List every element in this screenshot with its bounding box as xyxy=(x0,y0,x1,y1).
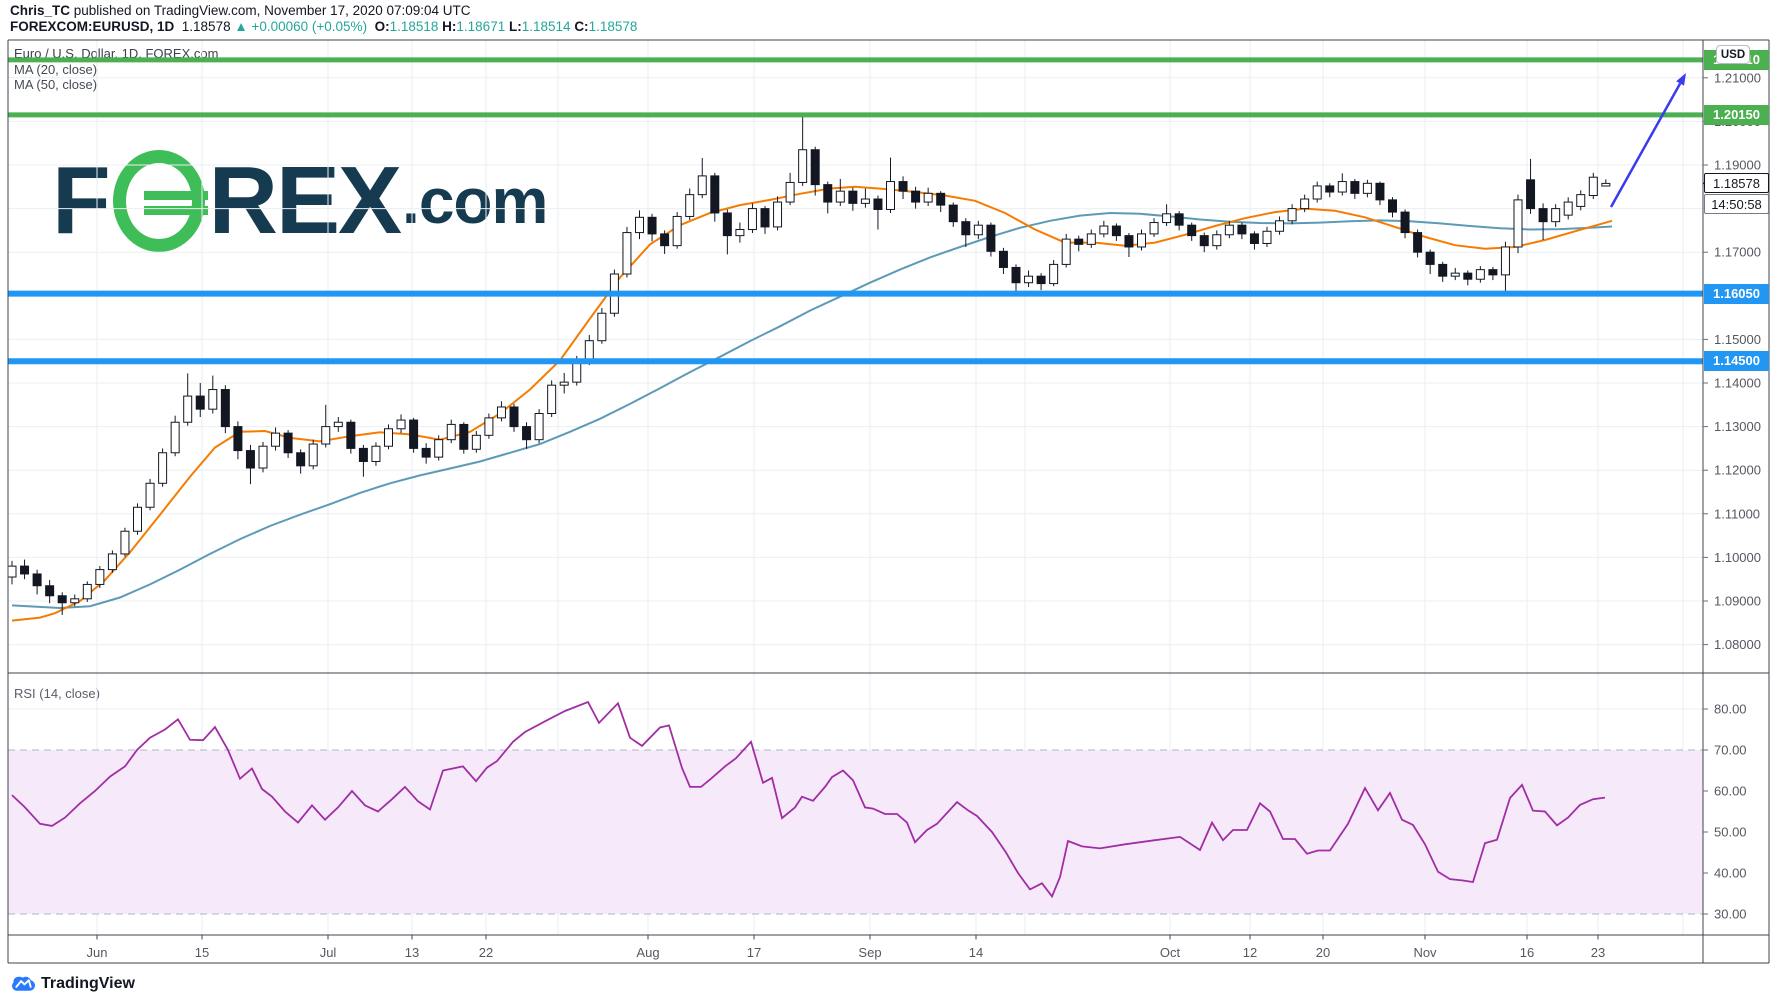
legend-symbol-title: Euro / U.S. Dollar, 1D, FOREX.com xyxy=(14,46,219,61)
svg-text:Jun: Jun xyxy=(87,945,108,960)
svg-text:1.08000: 1.08000 xyxy=(1714,637,1761,652)
svg-text:1.13000: 1.13000 xyxy=(1714,419,1761,434)
svg-text:Aug: Aug xyxy=(636,945,659,960)
header-last-price: 1.18578 xyxy=(181,19,231,34)
price-axis[interactable]: 1.210001.200001.190001.170001.150001.140… xyxy=(1703,70,1761,652)
svg-text:1.12000: 1.12000 xyxy=(1714,463,1761,478)
legend-ma20: MA (20, close) xyxy=(14,61,98,77)
tradingview-brand[interactable]: TradingView xyxy=(12,972,135,995)
publish-info: published on TradingView.com, November 1… xyxy=(70,3,471,18)
tradingview-brand-text: TradingView xyxy=(41,974,135,992)
svg-text:Sep: Sep xyxy=(858,945,881,960)
svg-text:23: 23 xyxy=(1591,945,1605,960)
svg-text:Jul: Jul xyxy=(320,945,337,960)
trend-arrow[interactable] xyxy=(1609,73,1686,208)
forex-com-watermark: F REX .com xyxy=(52,147,548,254)
low-value: 1.18514 xyxy=(521,19,571,34)
author-name: Chris_TC xyxy=(10,3,71,18)
close-value: 1.18578 xyxy=(588,19,638,34)
support-price-label-2: 1.14500 xyxy=(1704,351,1769,371)
rsi-band xyxy=(8,708,1703,915)
price-change: ▲ +0.00060 (+0.05%) xyxy=(234,19,368,34)
svg-text:15: 15 xyxy=(195,945,209,960)
svg-text:1.17000: 1.17000 xyxy=(1714,245,1761,260)
svg-text:1.19000: 1.19000 xyxy=(1714,158,1761,173)
pane-borders xyxy=(7,39,1770,964)
svg-text:1.10000: 1.10000 xyxy=(1714,550,1761,565)
svg-text:16: 16 xyxy=(1520,945,1534,960)
low-label: L: xyxy=(508,19,522,34)
symbol-ohlc-row: FOREXCOM:EURUSD, 1D 1.18578 ▲ +0.00060 (… xyxy=(10,19,637,35)
currency-unit-button[interactable]: USD xyxy=(1716,45,1750,64)
svg-text:1.14000: 1.14000 xyxy=(1714,376,1761,391)
tradingview-logo-icon xyxy=(12,976,35,991)
last-price-label: 1.18578 xyxy=(1704,173,1769,193)
svg-text:14: 14 xyxy=(969,945,983,960)
rsi-line xyxy=(11,700,1606,899)
svg-text:50.00: 50.00 xyxy=(1714,825,1747,840)
watermark-text-com: .com xyxy=(402,165,548,237)
time-axis[interactable]: Jun 15 Jul 13 22 Aug 17 Sep 14 Oct 12 20 Nov 16 23 xyxy=(87,935,1606,960)
legend-ma50: MA (50, close) xyxy=(14,77,98,92)
high-label: H: xyxy=(442,19,457,34)
svg-text:1.15000: 1.15000 xyxy=(1714,332,1761,347)
close-label: C: xyxy=(574,19,589,34)
svg-text:1.11000: 1.11000 xyxy=(1714,506,1760,521)
svg-text:Oct: Oct xyxy=(1160,945,1181,960)
watermark-text-f: F xyxy=(52,147,111,254)
svg-text:20: 20 xyxy=(1316,945,1330,960)
support-price-label-1: 1.16050 xyxy=(1704,284,1769,304)
rsi-legend: RSI (14, close) xyxy=(14,686,100,701)
svg-text:60.00: 60.00 xyxy=(1714,784,1747,799)
chart-legend: Euro / U.S. Dollar, 1D, FOREX.com MA (20… xyxy=(14,46,218,93)
svg-text:1.21000: 1.21000 xyxy=(1714,70,1761,85)
open-value: 1.18518 xyxy=(389,19,439,34)
watermark-text-rex: REX xyxy=(208,147,402,254)
level-lines[interactable] xyxy=(8,57,1703,365)
symbol-name: FOREXCOM:EURUSD, 1D xyxy=(10,19,175,34)
svg-text:30.00: 30.00 xyxy=(1714,907,1747,922)
svg-text:80.00: 80.00 xyxy=(1714,702,1747,717)
ma20-line xyxy=(11,185,1613,622)
svg-text:12: 12 xyxy=(1243,945,1257,960)
svg-text:Nov: Nov xyxy=(1413,945,1437,960)
svg-text:1.09000: 1.09000 xyxy=(1714,594,1761,609)
rsi-axis[interactable]: 80.00 70.00 60.00 50.00 40.00 30.00 xyxy=(1703,702,1747,922)
resistance-price-label: 1.20150 xyxy=(1704,105,1769,125)
publish-byline: Chris_TC published on TradingView.com, N… xyxy=(10,3,637,19)
ma50-line xyxy=(11,211,1613,610)
svg-text:17: 17 xyxy=(747,945,761,960)
svg-text:22: 22 xyxy=(479,945,493,960)
svg-text:70.00: 70.00 xyxy=(1714,743,1747,758)
forex-logo-o-icon xyxy=(112,150,208,252)
publish-header: Chris_TC published on TradingView.com, N… xyxy=(10,3,637,35)
bar-countdown-label: 14:50:58 xyxy=(1704,194,1769,214)
high-value: 1.18671 xyxy=(456,19,506,34)
svg-text:13: 13 xyxy=(405,945,419,960)
open-label: O: xyxy=(374,19,390,34)
svg-text:40.00: 40.00 xyxy=(1714,866,1747,881)
